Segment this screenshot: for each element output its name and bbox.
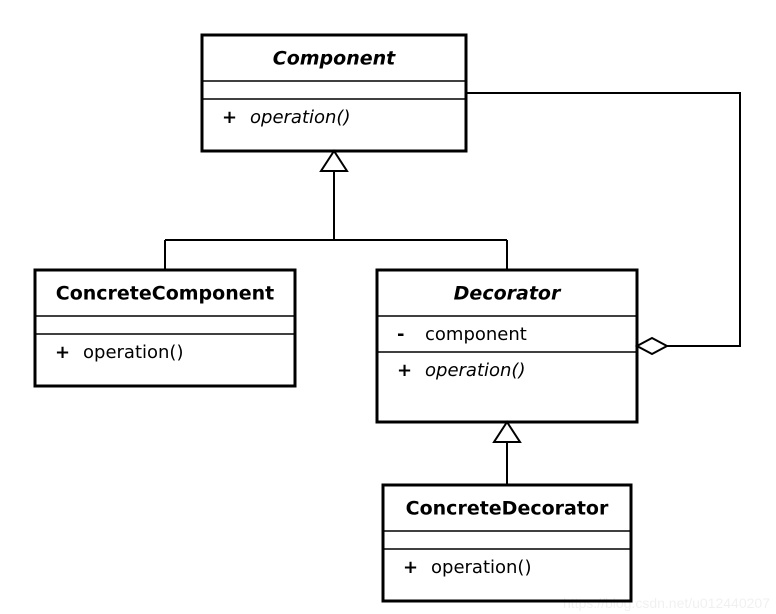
class-name: ConcreteDecorator <box>406 498 609 520</box>
op-visibility: + <box>55 342 70 363</box>
watermark: https://blog.csdn.net/u012440207 <box>563 595 770 611</box>
attr-visibility: - <box>397 324 404 345</box>
op-text: operation() <box>83 342 183 363</box>
class-component: Component + operation() <box>202 35 466 151</box>
class-name: Decorator <box>454 283 562 305</box>
op-text: operation() <box>431 557 531 578</box>
generalization-arrow <box>321 151 347 171</box>
class-concreteComponent: ConcreteComponent + operation() <box>35 270 295 386</box>
class-decorator: Decorator -component + operation() <box>377 270 637 422</box>
generalization-arrow <box>494 422 520 442</box>
op-visibility: + <box>397 360 412 381</box>
class-concreteDecorator: ConcreteDecorator + operation() <box>383 485 631 601</box>
class-name: ConcreteComponent <box>56 283 274 305</box>
aggregation-diamond <box>637 338 667 354</box>
op-visibility: + <box>403 557 418 578</box>
uml-diagram: Component + operation() ConcreteComponent + o… <box>0 0 776 614</box>
op-text: operation() <box>250 107 350 128</box>
op-visibility: + <box>222 107 237 128</box>
op-text: operation() <box>425 360 525 381</box>
class-name: Component <box>273 48 396 70</box>
attr-text: component <box>425 324 527 345</box>
